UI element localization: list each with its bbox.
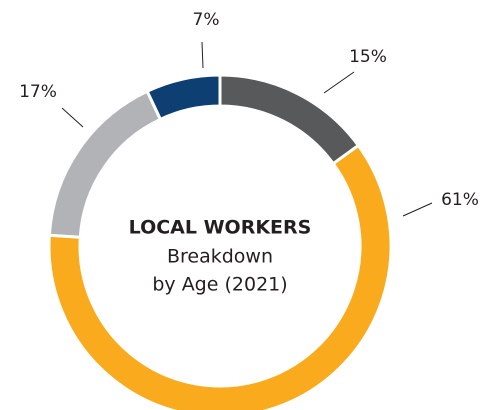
chart-subtitle: Breakdown (167, 246, 273, 268)
leader-line (402, 202, 433, 217)
data-label: 17% (19, 82, 57, 102)
data-label: 15% (349, 47, 387, 67)
donut-segment (145, 73, 222, 122)
donut-segment (47, 143, 393, 410)
chart-title: LOCAL WORKERS (129, 217, 312, 239)
donut-segment (47, 89, 163, 239)
leader-line (323, 71, 355, 94)
donut-segment (218, 73, 361, 166)
data-label: 61% (441, 190, 479, 210)
leader-line (61, 107, 84, 128)
leader-line (201, 41, 204, 69)
data-label: 7% (193, 10, 220, 30)
chart-subtitle: by Age (2021) (152, 274, 287, 296)
